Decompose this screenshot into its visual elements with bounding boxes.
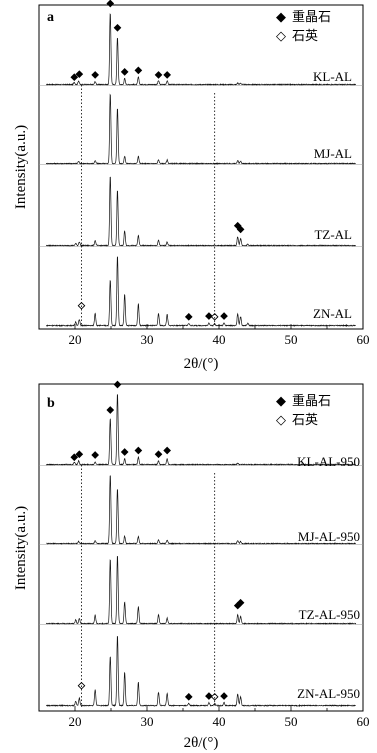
series-trace-4 xyxy=(45,636,356,708)
barite-peak-marker xyxy=(70,453,79,462)
trace-label-1: KL-AL xyxy=(313,69,352,84)
trace-label-4: ZN-AL xyxy=(313,306,352,321)
x-tick-label: 40 xyxy=(213,332,226,347)
panel-b: b ◆ 重晶石 ◇ 石英 20 30 40 50 60 KL-AL-950 MJ-AL-… xyxy=(13,380,370,751)
barite-peak-marker xyxy=(236,225,245,234)
trace-label-2: MJ-AL xyxy=(314,146,352,161)
quartz-peak-marker xyxy=(210,312,219,321)
legend-marker-quartz: ◇ xyxy=(276,28,286,43)
barite-peak-marker xyxy=(75,450,84,459)
quartz-peak-marker xyxy=(210,692,219,701)
barite-peak-marker xyxy=(205,692,213,700)
series-trace-2 xyxy=(46,475,357,546)
barite-peak-marker xyxy=(236,598,245,607)
barite-peak-marker xyxy=(120,448,129,456)
legend-label-quartz: 石英 xyxy=(292,412,318,427)
y-axis-label: Intensity(a.u.) xyxy=(13,125,29,209)
series-trace-4 xyxy=(46,256,357,328)
x-tick-label: 50 xyxy=(285,332,298,347)
panel-label: b xyxy=(47,396,55,411)
x-tick-label: 20 xyxy=(69,332,82,347)
barite-peak-marker xyxy=(163,71,171,79)
trace-label-4: ZN-AL-950 xyxy=(297,686,360,701)
plot-frame xyxy=(38,4,364,330)
legend-label-quartz: 石英 xyxy=(292,28,318,43)
legend: ◆ 重晶石 ◇ 石英 xyxy=(276,393,331,427)
barite-peak-marker xyxy=(184,312,193,321)
plot-frame xyxy=(38,383,364,712)
legend-label-barite: 重晶石 xyxy=(292,393,331,408)
x-axis-label: 2θ/(°) xyxy=(184,735,219,751)
barite-peak-marker xyxy=(113,380,122,389)
barite-peak-marker xyxy=(205,312,213,320)
x-tick-label: 30 xyxy=(141,332,154,347)
legend-label-barite: 重晶石 xyxy=(292,9,331,24)
barite-peak-marker xyxy=(106,0,115,8)
panel-label: a xyxy=(47,10,54,25)
trace-label-3: TZ-AL xyxy=(314,227,352,242)
series-trace-3 xyxy=(45,176,356,248)
panel-a: a ◆ 重晶石 ◇ 石英 20 30 40 50 60 KL-AL MJ-AL TZ-A… xyxy=(13,0,370,372)
barite-peak-marker xyxy=(75,70,84,78)
x-tick-label: 40 xyxy=(213,714,226,729)
barite-peak-marker xyxy=(220,312,228,320)
series-trace-2 xyxy=(45,93,356,166)
x-tick-label: 30 xyxy=(141,714,154,729)
legend-marker-quartz: ◇ xyxy=(276,412,286,427)
trace-label-1: KL-AL-950 xyxy=(297,454,360,469)
trace-label-3: TZ-AL-950 xyxy=(299,607,360,622)
barite-peak-marker xyxy=(134,66,143,75)
y-axis-label: Intensity(a.u.) xyxy=(13,506,29,590)
x-tick-label: 20 xyxy=(69,714,82,729)
legend-marker-barite: ◆ xyxy=(276,9,286,24)
x-axis-label: 2θ/(°) xyxy=(184,356,219,372)
x-tick-label: 60 xyxy=(357,332,370,347)
series-trace-1 xyxy=(45,394,356,467)
legend: ◆ 重晶石 ◇ 石英 xyxy=(276,9,331,43)
barite-peak-marker xyxy=(91,71,99,79)
barite-peak-marker xyxy=(91,451,99,459)
barite-peak-marker xyxy=(163,446,171,455)
series-trace-1 xyxy=(46,13,357,87)
barite-peak-marker xyxy=(154,71,163,79)
barite-peak-marker xyxy=(120,68,129,76)
barite-peak-marker xyxy=(220,692,228,700)
barite-peak-marker xyxy=(134,446,143,455)
x-tick-label: 50 xyxy=(285,714,298,729)
barite-peak-marker xyxy=(70,73,79,82)
barite-peak-marker xyxy=(113,23,122,32)
legend-marker-barite: ◆ xyxy=(276,393,286,408)
trace-label-2: MJ-AL-950 xyxy=(298,529,360,544)
x-tick-label: 60 xyxy=(357,714,370,729)
series-trace-3 xyxy=(45,556,357,626)
barite-peak-marker xyxy=(154,450,163,459)
barite-peak-marker xyxy=(106,406,115,414)
barite-peak-marker xyxy=(184,692,193,701)
